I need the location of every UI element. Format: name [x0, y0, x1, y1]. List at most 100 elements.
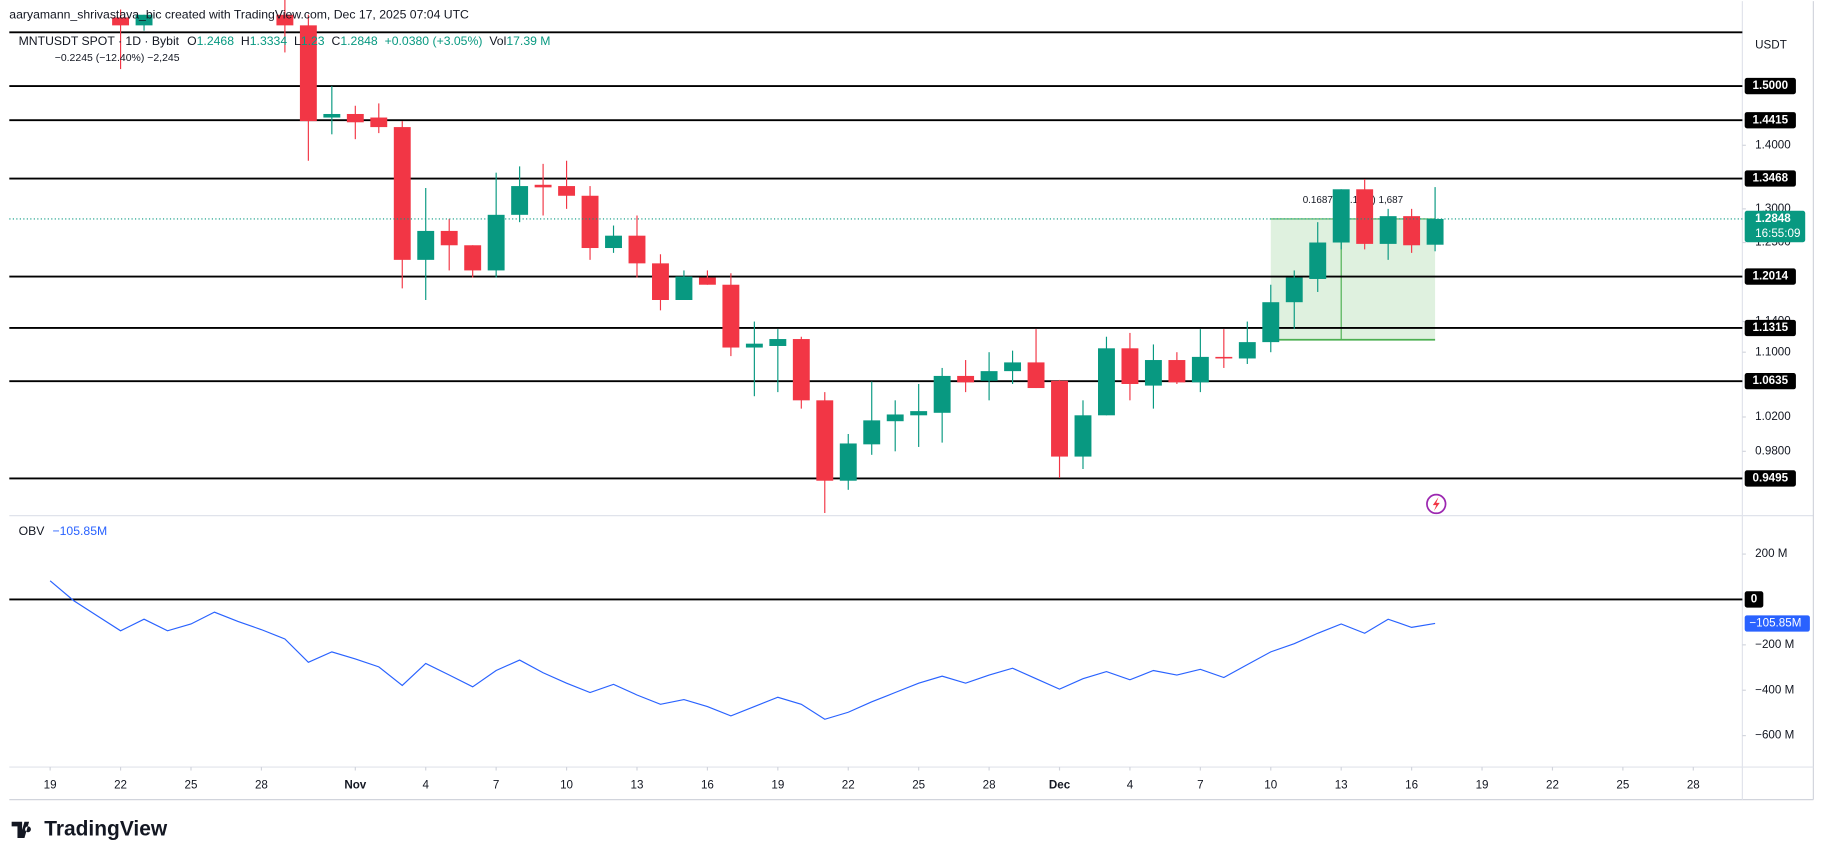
ohlc-value: 1.2468	[197, 34, 235, 48]
candle-body	[1379, 216, 1397, 244]
level-label: 0.9495	[1753, 472, 1789, 485]
candle-body	[323, 113, 341, 118]
candle-body	[675, 276, 693, 300]
candle-body	[1215, 356, 1233, 359]
x-tick-label: 7	[493, 779, 499, 792]
level-label: 1.5000	[1753, 79, 1789, 92]
candle-body	[1238, 342, 1256, 359]
candle-body	[440, 230, 458, 246]
level-tag	[1744, 470, 1796, 487]
ohlc-key: H	[241, 34, 250, 48]
candle-body	[745, 343, 763, 348]
candle-body	[957, 375, 975, 383]
y-tick-label: −400 M	[1755, 683, 1794, 696]
alert-icon[interactable]	[1426, 493, 1447, 515]
x-tick-label: 22	[1546, 779, 1559, 792]
candle-body	[652, 263, 669, 300]
candle-body	[1004, 362, 1022, 372]
candle-body	[558, 186, 576, 196]
candle-body	[464, 245, 482, 271]
candle-body	[863, 420, 881, 445]
x-tick-label: 16	[701, 779, 714, 792]
candle-body	[487, 214, 505, 271]
level-tag	[1744, 268, 1796, 285]
change: +0.0380 (+3.05%)	[385, 34, 483, 48]
plot-layer: 1.40001.30001.25001.14001.10001.02000.98…	[9, 0, 1810, 792]
ohlc-key: O	[187, 34, 197, 48]
x-tick-label: 4	[422, 779, 429, 792]
alert-ring	[1426, 493, 1447, 515]
candle-body	[276, 14, 294, 26]
ohlc-key: L	[294, 34, 301, 48]
candle-body	[135, 14, 153, 26]
candle-body	[933, 375, 951, 413]
measure-label: 0.1687 (15.15%) 1,687	[1303, 195, 1403, 206]
candle-body	[698, 277, 716, 285]
logo-text: TradingView	[44, 817, 168, 840]
candle-body	[1098, 348, 1115, 416]
x-tick-label: 10	[1264, 779, 1277, 792]
last-price-label: 1.2848	[1755, 212, 1791, 225]
y-tick-label: −600 M	[1755, 729, 1794, 742]
x-tick-label: 28	[983, 779, 996, 792]
candle-body	[1356, 189, 1374, 244]
level-tag	[1744, 170, 1796, 187]
x-tick-label: 28	[255, 779, 268, 792]
candle-body	[1191, 356, 1209, 383]
candle-body	[1309, 242, 1327, 279]
candle-body	[628, 235, 646, 264]
candle-body	[346, 113, 364, 123]
x-tick-label: 25	[185, 779, 198, 792]
x-tick-label: 10	[560, 779, 573, 792]
x-tick-label: 19	[1476, 779, 1489, 792]
candle-body	[370, 117, 388, 128]
x-tick-label: 28	[1687, 779, 1700, 792]
indicator-name: OBV	[19, 524, 46, 538]
zero-label: 0	[1751, 593, 1757, 606]
x-tick-label: Dec	[1049, 779, 1071, 792]
level-tag	[1744, 319, 1796, 337]
y-tick-label: −200 M	[1755, 638, 1794, 651]
legend-line: MNTUSDT SPOT · 1D · Bybit O1.2468 H1.333…	[19, 34, 551, 48]
ohlc-value: 1.23	[301, 34, 325, 48]
logo-mark	[11, 821, 31, 839]
x-tick-label: 19	[44, 779, 57, 792]
x-tick-label: Nov	[344, 779, 366, 792]
candle-body	[605, 235, 622, 249]
logo: TradingView	[11, 817, 168, 840]
candle-body	[839, 443, 857, 481]
candle-body	[1144, 360, 1162, 386]
ohlc-key: C	[332, 34, 341, 48]
x-tick-label: 4	[1127, 779, 1134, 792]
level-tag	[1744, 112, 1796, 129]
candle-body	[534, 184, 552, 188]
candle-body	[769, 339, 787, 346]
candle-body	[581, 195, 599, 249]
candle-body	[1262, 302, 1280, 343]
candle-body	[112, 17, 130, 26]
last-price-tag	[1744, 210, 1806, 243]
watermark: aaryamann_shrivastava_bic created with T…	[9, 7, 469, 21]
x-tick-label: 16	[1405, 779, 1418, 792]
level-label: 1.1315	[1753, 321, 1789, 334]
candle-body	[980, 371, 998, 381]
level-label: 1.2014	[1753, 270, 1789, 283]
ohlc-value: 1.2848	[340, 34, 378, 48]
legend-note: −0.2245 (−12.40%) −2,245	[55, 53, 180, 64]
last-value-label: −105.85M	[1749, 617, 1801, 630]
x-tick-label: 13	[631, 779, 644, 792]
candle-body	[1403, 216, 1421, 246]
indicator-legend: OBV −105.85M	[19, 524, 108, 538]
candle-body	[816, 400, 834, 481]
x-tick-label: 22	[842, 779, 855, 792]
candle-body	[417, 230, 435, 260]
level-tag	[1744, 77, 1796, 95]
level-label: 1.3468	[1753, 172, 1789, 185]
vol-key: Vol	[489, 34, 506, 48]
y-tick-label: 200 M	[1755, 547, 1787, 560]
last-value-tag	[1744, 615, 1810, 632]
currency: USDT	[1755, 38, 1787, 51]
